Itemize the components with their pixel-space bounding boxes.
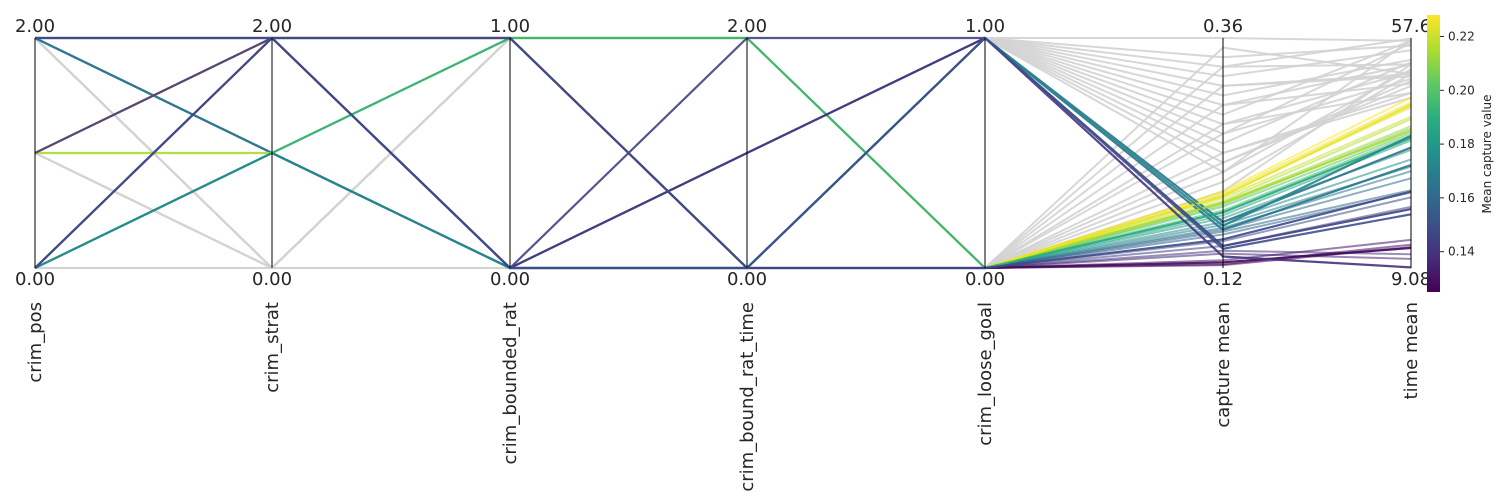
colorbar-gradient (1427, 15, 1440, 292)
colorbar-tick-label: 0.22 (1448, 30, 1475, 44)
axis-max-label: 57.6 (1391, 16, 1431, 37)
axis-min-label: 0.00 (490, 269, 530, 290)
data-lines (34, 36, 1412, 270)
axis-max-label: 2.00 (252, 16, 292, 37)
axis-name-label: time mean (1401, 302, 1422, 399)
axis-name-label: crim_bounded_rat (500, 302, 521, 465)
axis-max-label: 0.36 (1203, 16, 1243, 37)
axis-min-label: 0.00 (727, 269, 767, 290)
axis-min-label: 9.08 (1391, 269, 1431, 290)
axis-max-label: 2.00 (15, 16, 55, 37)
axis-max-label: 2.00 (727, 16, 767, 37)
axis-min-label: 0.00 (15, 269, 55, 290)
colorbar-tick-label: 0.14 (1448, 245, 1475, 259)
axis-min-label: 0.12 (1203, 269, 1243, 290)
axis-name-label: crim_strat (262, 302, 283, 393)
axis-name-label: crim_loose_goal (975, 302, 996, 446)
axis-name-label: crim_bound_rat_time (737, 302, 758, 492)
axis-name-label: crim_pos (25, 302, 46, 383)
colorbar-label: Mean capture value (1480, 94, 1494, 213)
axis-max-label: 1.00 (490, 16, 530, 37)
colorbar-tick-label: 0.16 (1448, 191, 1475, 205)
colorbar: Mean capture value 0.14 0.16 0.18 0.20 0.22 (1427, 15, 1494, 292)
colorbar-tick-label: 0.18 (1448, 137, 1475, 151)
axes: 2.00 0.00 crim_pos 2.00 0.00 crim_strat 1.00 0.… (15, 16, 1431, 492)
axis-min-label: 0.00 (252, 269, 292, 290)
colorbar-tick-label: 0.20 (1448, 83, 1475, 97)
axis-min-label: 0.00 (965, 269, 1005, 290)
axis-name-label: capture mean (1213, 302, 1234, 428)
axis-max-label: 1.00 (965, 16, 1005, 37)
